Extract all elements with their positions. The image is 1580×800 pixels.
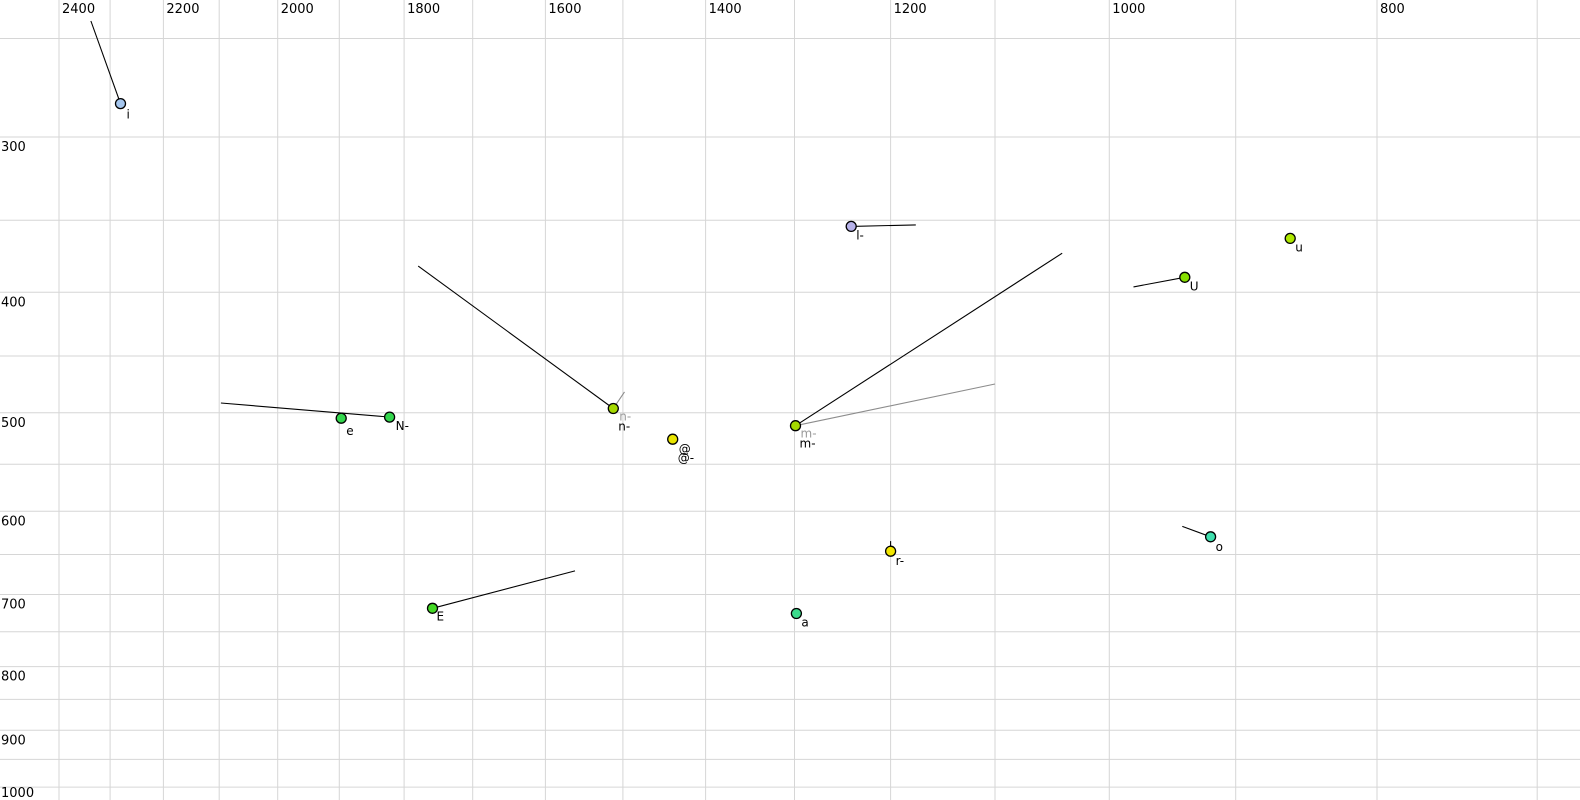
point-marker-U-3[interactable]: [1179, 271, 1191, 283]
x-axis-tick-1600: 1600: [548, 2, 581, 17]
tail-line-E-15: [432, 570, 576, 609]
x-axis-tick-2200: 2200: [166, 2, 199, 17]
x-axis-tick-2400: 2400: [62, 2, 95, 17]
point-label-@-8: @: [679, 442, 691, 456]
point-label-u-2: u: [1295, 240, 1303, 254]
point-label-N--5: N-: [396, 419, 409, 433]
point-marker-E-15[interactable]: [426, 602, 439, 614]
point-label-@--9: @-: [678, 451, 694, 465]
y-axis-tick-600: 600: [1, 514, 26, 529]
x-axis-tick-1400: 1400: [709, 2, 742, 17]
tail-line-m--11: [795, 252, 1063, 427]
tail-line-l--1: [851, 224, 916, 227]
x-axis-tick-1800: 1800: [407, 2, 440, 17]
point-label-r--12: r-: [896, 554, 905, 568]
point-label-o-14: o: [1216, 540, 1223, 554]
y-axis-tick-400: 400: [1, 295, 26, 310]
point-marker-l--1[interactable]: [845, 220, 857, 233]
x-axis-tick-1000: 1000: [1112, 2, 1145, 17]
tail-line-m--10: [795, 383, 996, 427]
x-axis-tick-800: 800: [1380, 2, 1405, 17]
point-marker-m--11[interactable]: [789, 420, 802, 432]
tail-line-N--5: [220, 402, 390, 418]
y-axis-tick-1000: 1000: [1, 786, 34, 800]
point-marker-a-13[interactable]: [790, 607, 803, 620]
point-label-n--6: n-: [619, 410, 631, 424]
point-label-e-4: e: [346, 424, 353, 438]
tail-line-i-0: [90, 20, 122, 104]
point-label-U-3: U: [1190, 279, 1199, 293]
point-marker-o-14[interactable]: [1204, 531, 1217, 543]
point-label-a-13: a: [801, 616, 808, 630]
y-axis-tick-700: 700: [1, 598, 26, 613]
point-marker-e-4[interactable]: [335, 412, 347, 424]
point-marker-u-2[interactable]: [1284, 232, 1296, 245]
x-axis-tick-1200: 1200: [894, 2, 927, 17]
y-axis-tick-900: 900: [1, 733, 26, 748]
point-marker-N--5[interactable]: [383, 411, 396, 423]
point-marker-i-0[interactable]: [114, 97, 127, 110]
tail-line-U-3: [1133, 276, 1185, 288]
y-axis-tick-300: 300: [1, 140, 26, 155]
point-marker-@-8[interactable]: [667, 433, 679, 445]
point-label-m--11: m-: [800, 437, 816, 451]
point-marker-n--7[interactable]: [607, 402, 619, 415]
point-label-i-0: i: [127, 108, 130, 122]
y-axis-tick-800: 800: [1, 670, 26, 685]
point-marker-r--12[interactable]: [884, 545, 897, 557]
point-label-m--10: m-: [801, 427, 817, 441]
y-axis-tick-500: 500: [1, 416, 26, 431]
point-label-n--7: n-: [618, 420, 630, 434]
point-label-l--1: l-: [856, 228, 864, 242]
x-axis-tick-2000: 2000: [281, 2, 314, 17]
tail-line-n--7: [417, 265, 614, 409]
point-label-E-15: E: [437, 609, 445, 623]
